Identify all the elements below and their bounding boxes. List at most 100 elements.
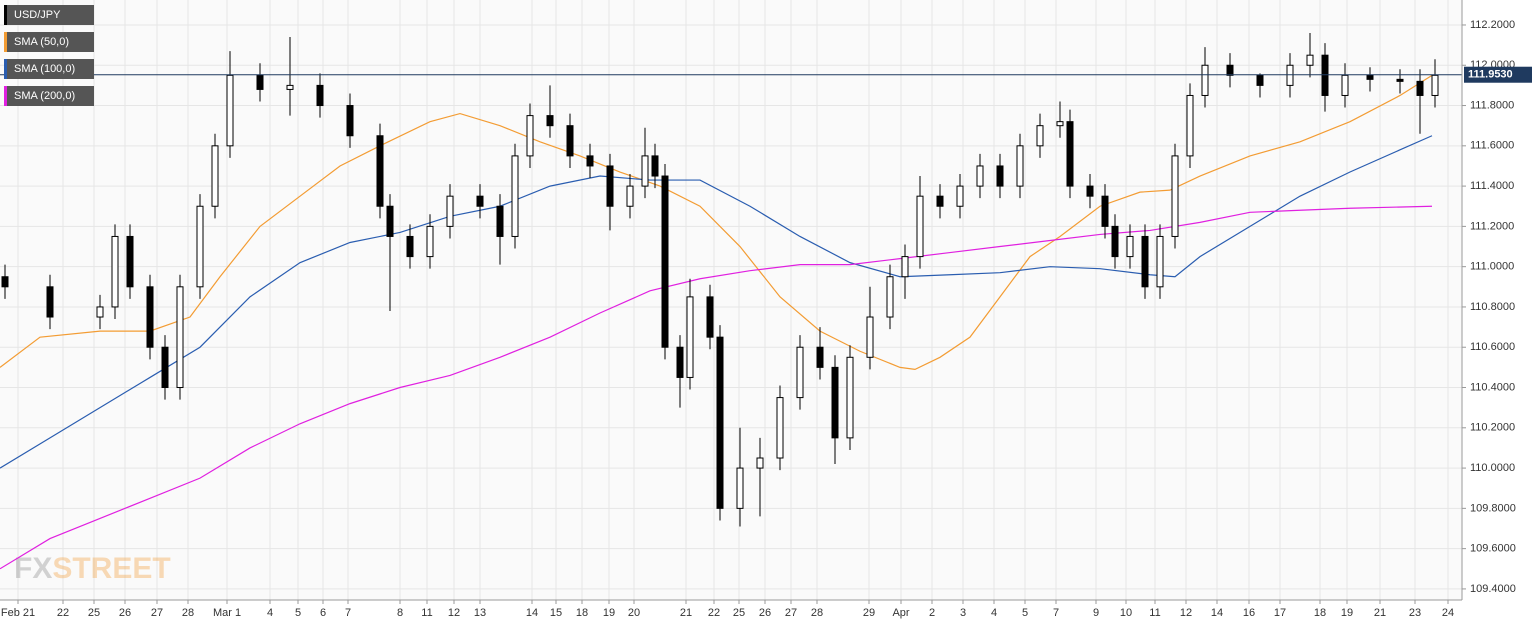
candle-body	[641, 155, 649, 187]
x-tick-label: 4	[991, 607, 997, 619]
candle-body	[1341, 74, 1349, 96]
x-tick-label: 26	[119, 607, 131, 619]
candle-body	[406, 235, 414, 258]
last-price-label: 111.9530	[1468, 69, 1513, 81]
x-tick-label: 13	[474, 607, 486, 619]
x-tick-label: 11	[421, 607, 432, 619]
candle-body	[716, 336, 724, 509]
candle-body	[736, 467, 744, 509]
legend-swatch	[4, 5, 7, 25]
legend-label: USD/JPY	[14, 9, 61, 21]
legend-box	[4, 5, 94, 25]
candle-body	[846, 356, 854, 439]
y-tick-label: 109.4000	[1470, 583, 1516, 595]
candle-body	[376, 135, 384, 207]
x-tick-label: 9	[1093, 607, 1099, 619]
x-tick-label: 21	[1374, 607, 1386, 619]
candle-body	[996, 165, 1004, 187]
legend-swatch	[4, 86, 7, 106]
candle-body	[756, 457, 764, 469]
y-tick-label: 110.0000	[1470, 462, 1515, 474]
candle-body	[816, 346, 824, 368]
candle-body	[1086, 185, 1094, 197]
watermark-fx: FX	[14, 552, 52, 585]
candle-body	[686, 296, 694, 378]
x-tick-label: 28	[811, 607, 823, 619]
x-tick-label: 25	[88, 607, 100, 619]
candle-body	[1066, 121, 1074, 187]
y-tick-label: 109.6000	[1470, 543, 1516, 555]
candle-body	[831, 366, 839, 439]
candle-body	[496, 205, 504, 237]
candle-body	[1226, 64, 1234, 76]
candle-body	[566, 125, 574, 157]
y-tick-label: 111.6000	[1470, 140, 1514, 152]
x-tick-label: 19	[1341, 607, 1353, 619]
candle-body	[1201, 64, 1209, 96]
candle-body	[606, 165, 614, 207]
candle-body	[1186, 94, 1194, 157]
candle-body	[1156, 235, 1164, 288]
y-tick-label: 110.2000	[1470, 422, 1515, 434]
candle-body	[651, 155, 659, 177]
x-tick-label: 22	[708, 607, 720, 619]
candle-body	[446, 195, 454, 227]
legend-swatch	[4, 32, 7, 52]
candle-body	[386, 205, 394, 237]
x-tick-label: Feb 21	[1, 607, 35, 619]
candle-body	[46, 286, 54, 318]
x-tick-label: 15	[550, 607, 562, 619]
candle-body	[126, 235, 134, 288]
x-tick-label: 27	[785, 607, 797, 619]
candle-body	[96, 306, 104, 318]
x-tick-label: 29	[863, 607, 875, 619]
legend-box	[4, 59, 94, 79]
candle-body	[1366, 74, 1374, 80]
x-tick-label: 26	[759, 607, 771, 619]
candle-body	[886, 276, 894, 318]
y-tick-label: 110.6000	[1470, 341, 1515, 353]
x-tick-label: 7	[345, 607, 351, 619]
y-tick-label: 112.2000	[1470, 19, 1515, 31]
x-tick-label: 20	[628, 607, 640, 619]
candle-body	[1321, 54, 1329, 96]
candle-body	[111, 235, 119, 308]
candle-body	[1101, 195, 1109, 227]
candle-body	[586, 155, 594, 167]
x-tick-label: 24	[1442, 607, 1454, 619]
candle-body	[916, 195, 924, 258]
legend-label: SMA (200,0)	[14, 90, 75, 102]
legend-label: SMA (100,0)	[14, 63, 75, 75]
legend-label: SMA (50,0)	[14, 36, 69, 48]
candle-body	[956, 185, 964, 207]
candle-body	[1396, 78, 1404, 82]
x-tick-label: 11	[1149, 607, 1160, 619]
candle-body	[511, 155, 519, 237]
x-tick-label: 19	[603, 607, 615, 619]
candle-body	[1416, 80, 1424, 96]
candle-body	[1056, 121, 1064, 127]
y-tick-label: 111.8000	[1470, 99, 1514, 111]
x-tick-label: 4	[267, 607, 273, 619]
watermark-street: STREET	[52, 552, 170, 585]
candle-body	[1036, 125, 1044, 147]
x-tick-label: 22	[57, 607, 69, 619]
candle-body	[286, 84, 294, 90]
candle-body	[476, 195, 484, 207]
x-tick-label: 21	[680, 607, 692, 619]
candle-body	[196, 205, 204, 288]
candle-body	[936, 195, 944, 207]
last-price-box	[1464, 66, 1532, 83]
legend-box	[4, 86, 94, 106]
candle-body	[1171, 155, 1179, 237]
candle-body	[976, 165, 984, 187]
candle-body	[256, 74, 264, 90]
x-tick-label: 6	[320, 607, 326, 619]
x-tick-label: 10	[1120, 607, 1132, 619]
y-tick-label: 110.4000	[1470, 381, 1515, 393]
x-tick-label: 27	[151, 607, 163, 619]
x-tick-label: 3	[960, 607, 966, 619]
candle-body	[1016, 145, 1024, 187]
x-tick-label: 17	[1274, 607, 1286, 619]
